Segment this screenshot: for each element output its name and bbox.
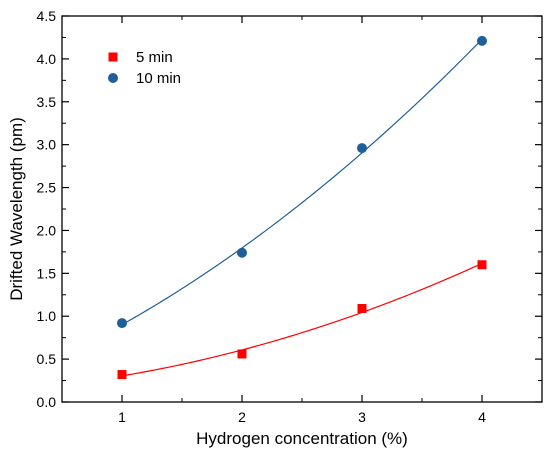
data-point-series-1 [357, 143, 367, 154]
y-tick-label: 3.0 [37, 137, 57, 153]
y-tick-label: 4.0 [37, 51, 57, 67]
x-tick-label: 3 [358, 409, 366, 425]
data-point-series-0 [477, 260, 487, 270]
legend-marker-series-0 [108, 52, 118, 62]
data-point-series-0 [357, 304, 367, 314]
fit-curves [121, 38, 483, 377]
legend-label-series-0: 5 min [136, 49, 173, 66]
y-tick-label: 2.5 [37, 180, 57, 196]
x-axis-title: Hydrogen concentration (%) [196, 429, 408, 448]
fit-curve-series-1 [121, 38, 483, 326]
y-tick-label: 1.5 [37, 265, 57, 281]
y-tick-label: 1.0 [37, 308, 57, 324]
legend-label-series-1: 10 min [136, 70, 181, 87]
y-tick-label: 2.0 [37, 222, 57, 238]
x-tick-label: 2 [238, 409, 246, 425]
data-point-series-0 [117, 370, 127, 380]
data-point-series-1 [477, 35, 487, 46]
legend-marker-series-1 [108, 73, 118, 83]
y-tick-label: 0.0 [37, 394, 57, 410]
data-point-series-1 [237, 247, 247, 258]
axis-ticks: 1 2 3 4 0.0 0.5 1.0 1.5 2.0 2.5 3.0 3.5 4.0 4.5 [37, 8, 542, 425]
y-axis-title: Drifted Wavelength (pm) [7, 117, 26, 301]
fit-curve-series-0 [121, 262, 483, 377]
y-tick-label: 4.5 [37, 8, 57, 24]
x-tick-label: 4 [478, 409, 486, 425]
y-tick-label: 0.5 [37, 351, 57, 367]
x-tick-label: 1 [118, 409, 126, 425]
data-point-series-0 [237, 349, 247, 359]
legend: 5 min 10 min [108, 49, 181, 87]
y-tick-label: 3.5 [37, 94, 57, 110]
data-point-series-1 [117, 318, 127, 329]
plot-area [61, 15, 543, 403]
data-points [117, 35, 487, 380]
